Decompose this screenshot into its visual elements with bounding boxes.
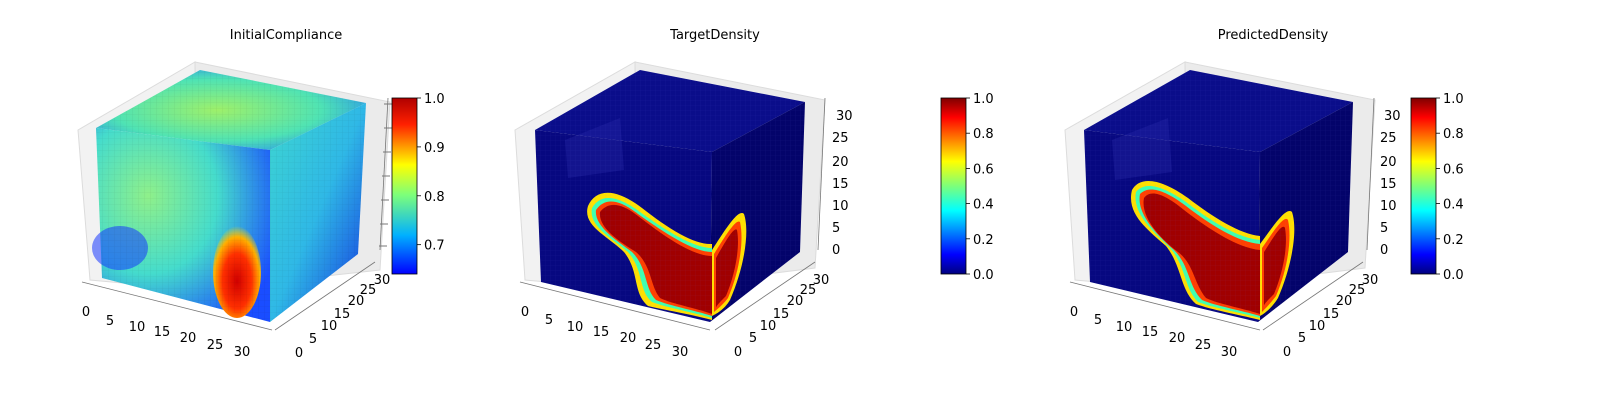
y-tick-label: 0	[1283, 345, 1291, 360]
x-axis: 0 5 10 15 20 25 30	[82, 281, 273, 360]
x-tick-label: 30	[672, 345, 689, 360]
y-tick-label: 30	[374, 273, 391, 288]
voxel-cube	[92, 70, 366, 322]
z-tick-label: 30	[836, 109, 853, 124]
x-tick-label: 0	[1070, 305, 1078, 320]
z-tick-label: 25	[1380, 131, 1397, 146]
z-tick-label: 5	[832, 221, 840, 236]
y-tick-label: 0	[734, 345, 742, 360]
colorbar-tick-label: 1.0	[1443, 92, 1464, 107]
y-tick-label: 5	[1298, 331, 1306, 346]
colorbar-tick-label: 0.0	[973, 268, 994, 283]
y-axis: 0 5 10 15 20 25 30	[714, 261, 830, 360]
colorbar: 0.0 0.2 0.4 0.6 0.8 1.0	[1410, 92, 1464, 283]
y-tick-label: 30	[1362, 273, 1379, 288]
z-tick-label: 15	[1380, 177, 1397, 192]
y-tick-label: 5	[309, 332, 317, 347]
x-tick-label: 5	[106, 314, 114, 329]
y-tick-label: 0	[295, 346, 303, 361]
x-tick-label: 25	[1195, 338, 1212, 353]
x-tick-label: 30	[1221, 345, 1238, 360]
z-tick-label: 25	[832, 131, 849, 146]
colorbar-tick-label: 0.8	[1443, 127, 1464, 142]
y-tick-label: 30	[813, 273, 830, 288]
panel-title: TargetDensity	[669, 28, 760, 43]
colorbar: 0.0 0.2 0.4 0.6 0.8 1.0	[940, 92, 994, 283]
x-tick-label: 25	[207, 338, 224, 353]
colorbar-tick-label: 0.6	[1443, 162, 1464, 177]
z-tick-label: 15	[832, 177, 849, 192]
z-tick-label: 30	[1384, 109, 1401, 124]
x-tick-label: 5	[1094, 313, 1102, 328]
y-tick-label: 15	[334, 307, 351, 322]
y-tick-label: 25	[1349, 283, 1366, 298]
y-axis: 0 5 10 15 20 25 30	[274, 261, 391, 361]
x-tick-label: 5	[545, 313, 553, 328]
x-tick-label: 10	[567, 320, 584, 335]
panel-title: InitialCompliance	[230, 28, 343, 43]
y-tick-label: 10	[1309, 319, 1326, 334]
panel-target-density: TargetDensity 0 5 10 15	[514, 28, 994, 360]
y-tick-label: 25	[360, 283, 377, 298]
panel-title: PredictedDensity	[1218, 28, 1329, 43]
colorbar-tick-label: 0.6	[973, 162, 994, 177]
z-tick-label: 20	[1380, 155, 1397, 170]
x-tick-label: 15	[593, 325, 610, 340]
colorbar-ticks: 0.0 0.2 0.4 0.6 0.8 1.0	[1436, 92, 1464, 283]
panel-predicted-density: PredictedDensity 0 5 10 15	[1064, 28, 1464, 360]
x-tick-label: 30	[234, 345, 251, 360]
z-tick-label: 5	[1380, 221, 1388, 236]
y-tick-label: 20	[348, 294, 365, 309]
colorbar-tick-label: 0.4	[1443, 198, 1464, 213]
x-axis: 0 5 10 15 20 25 30	[519, 281, 711, 360]
z-tick-label: 0	[832, 243, 840, 258]
y-tick-label: 10	[760, 319, 777, 334]
y-tick-label: 10	[321, 319, 338, 334]
z-axis: 0 5 10 15 20 25 30	[817, 97, 853, 258]
x-tick-label: 25	[645, 338, 662, 353]
colorbar-tick-label: 0.7	[424, 239, 445, 254]
x-tick-label: 0	[82, 305, 90, 320]
colorbar-tick-label: 0.0	[1443, 268, 1464, 283]
voxel-cube	[535, 70, 805, 322]
z-tick-label: 0	[1380, 243, 1388, 258]
y-tick-label: 25	[800, 283, 817, 298]
colorbar-tick-label: 0.9	[424, 141, 445, 156]
y-axis: 0 5 10 15 20 25 30	[1262, 261, 1379, 360]
colorbar-ticks: 0.7 0.8 0.9 1.0	[417, 92, 445, 254]
z-axis	[379, 97, 392, 251]
x-tick-label: 0	[521, 305, 529, 320]
x-tick-label: 10	[129, 320, 146, 335]
colorbar: 0.7 0.8 0.9 1.0	[391, 92, 445, 275]
colorbar-ticks: 0.0 0.2 0.4 0.6 0.8 1.0	[966, 92, 994, 283]
colorbar-tick-label: 1.0	[424, 92, 445, 107]
z-tick-label: 20	[832, 155, 849, 170]
y-tick-label: 5	[749, 331, 757, 346]
y-tick-label: 20	[787, 294, 804, 309]
x-tick-label: 15	[1142, 325, 1159, 340]
x-tick-label: 20	[1169, 331, 1186, 346]
colorbar-tick-label: 0.8	[424, 190, 445, 205]
y-tick-label: 15	[773, 307, 790, 322]
z-tick-label: 10	[1380, 199, 1397, 214]
y-tick-label: 15	[1323, 307, 1340, 322]
colorbar-tick-label: 0.2	[973, 233, 994, 248]
colorbar-tick-label: 0.2	[1443, 233, 1464, 248]
panel-initial-compliance: InitialCompliance 0 5 10 15 20 25 30	[77, 28, 445, 361]
z-axis: 0 5 10 15 20 25 30	[1366, 97, 1401, 258]
x-tick-label: 10	[1116, 320, 1133, 335]
x-axis: 0 5 10 15 20 25 30	[1070, 281, 1261, 360]
voxel-cube	[1084, 70, 1353, 322]
y-tick-label: 20	[1336, 294, 1353, 309]
colorbar-tick-label: 0.8	[973, 127, 994, 142]
colorbar-tick-label: 1.0	[973, 92, 994, 107]
colorbar-tick-label: 0.4	[973, 198, 994, 213]
x-tick-label: 20	[620, 331, 637, 346]
x-tick-label: 20	[180, 331, 197, 346]
x-tick-label: 15	[154, 325, 171, 340]
z-tick-label: 10	[832, 199, 849, 214]
